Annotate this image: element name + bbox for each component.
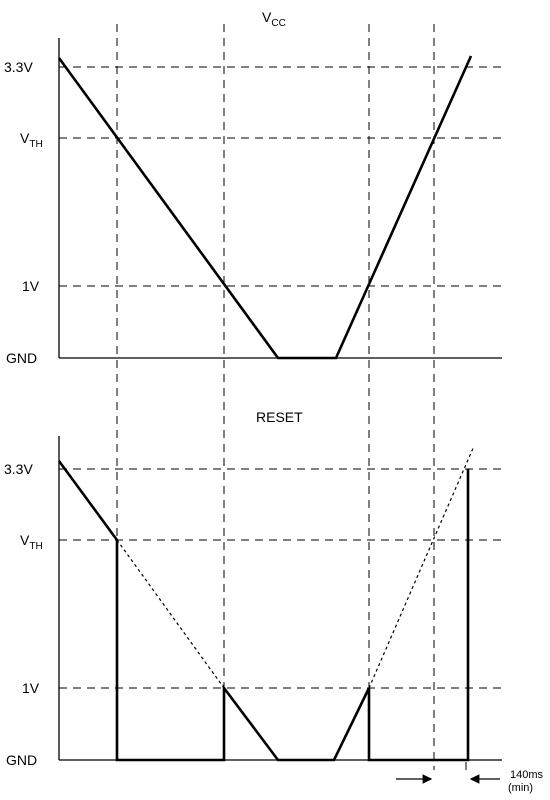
reset-vcc-trace-falling bbox=[116, 539, 225, 689]
vertical-guides bbox=[116, 24, 435, 770]
vcc-label-gnd: GND bbox=[6, 350, 37, 366]
reset-vcc-trace-rising bbox=[368, 445, 475, 689]
vcc-waveform bbox=[57, 55, 473, 360]
reset-label-3v3: 3.3V bbox=[4, 461, 33, 477]
reset-label-vth: VTH bbox=[20, 532, 43, 552]
vcc-label-1v: 1V bbox=[22, 278, 40, 294]
reset-panel: RESET 3.3V VTH 1V GND bbox=[4, 409, 502, 768]
vcc-panel: VCC 3.3V VTH 1V GND bbox=[4, 9, 502, 366]
reset-label-1v: 1V bbox=[22, 680, 40, 696]
vcc-label-3v3: 3.3V bbox=[4, 59, 33, 75]
reset-title: RESET bbox=[256, 409, 303, 425]
timeout-label-value: 140ms bbox=[510, 769, 544, 781]
reset-label-gnd: GND bbox=[6, 752, 37, 768]
reset-timeout-annotation: 140ms (min) bbox=[396, 762, 544, 794]
vcc-title: VCC bbox=[262, 9, 286, 29]
reset-waveform bbox=[57, 460, 470, 762]
timeout-label-min: (min) bbox=[508, 782, 533, 794]
vcc-label-vth: VTH bbox=[20, 130, 43, 150]
